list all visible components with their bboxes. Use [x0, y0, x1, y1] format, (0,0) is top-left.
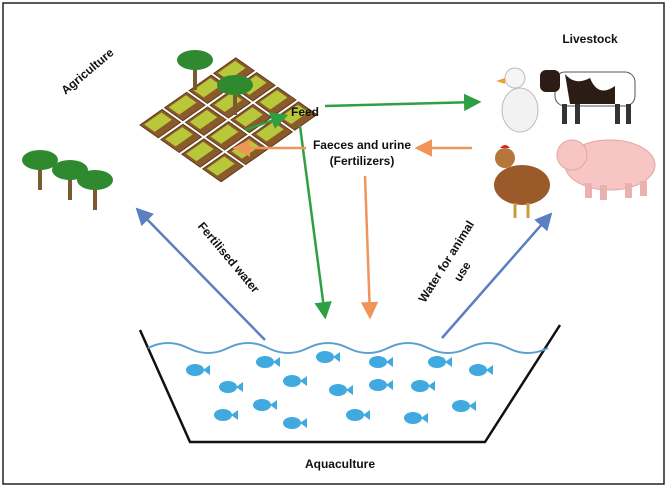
fish [452, 400, 470, 412]
diagram: Agriculture Livestock Aquaculture Feed F… [0, 0, 667, 487]
fish [214, 409, 232, 421]
tree-crown [77, 170, 113, 190]
duck [502, 88, 538, 132]
fish [469, 364, 487, 376]
fish [404, 412, 422, 424]
fish [256, 356, 274, 368]
chicken-head [495, 148, 515, 168]
faeces-label: Faeces and urine [313, 138, 411, 152]
livestock-label: Livestock [562, 32, 618, 46]
tree-crown [22, 150, 58, 170]
fish [283, 417, 301, 429]
fish [428, 356, 446, 368]
page: Integrated farming diagram html, body { … [0, 0, 667, 487]
feed-label: Feed [291, 105, 319, 119]
fish [186, 364, 204, 376]
fish [253, 399, 271, 411]
chicken [494, 165, 550, 205]
tree-crown [217, 75, 253, 95]
pig-head [557, 140, 587, 170]
fish [316, 351, 334, 363]
cow-head [540, 70, 560, 92]
tree-crown [177, 50, 213, 70]
fish [346, 409, 364, 421]
fish [283, 375, 301, 387]
body: {"nodes": { "agriculture": {"label": "Ag… [0, 0, 667, 487]
fish [369, 379, 387, 391]
duck-head [505, 68, 525, 88]
aquaculture-label: Aquaculture [305, 457, 375, 471]
fish [219, 381, 237, 393]
fish [411, 380, 429, 392]
fish [369, 356, 387, 368]
faeces-sublabel: (Fertilizers) [330, 154, 395, 168]
fish [329, 384, 347, 396]
